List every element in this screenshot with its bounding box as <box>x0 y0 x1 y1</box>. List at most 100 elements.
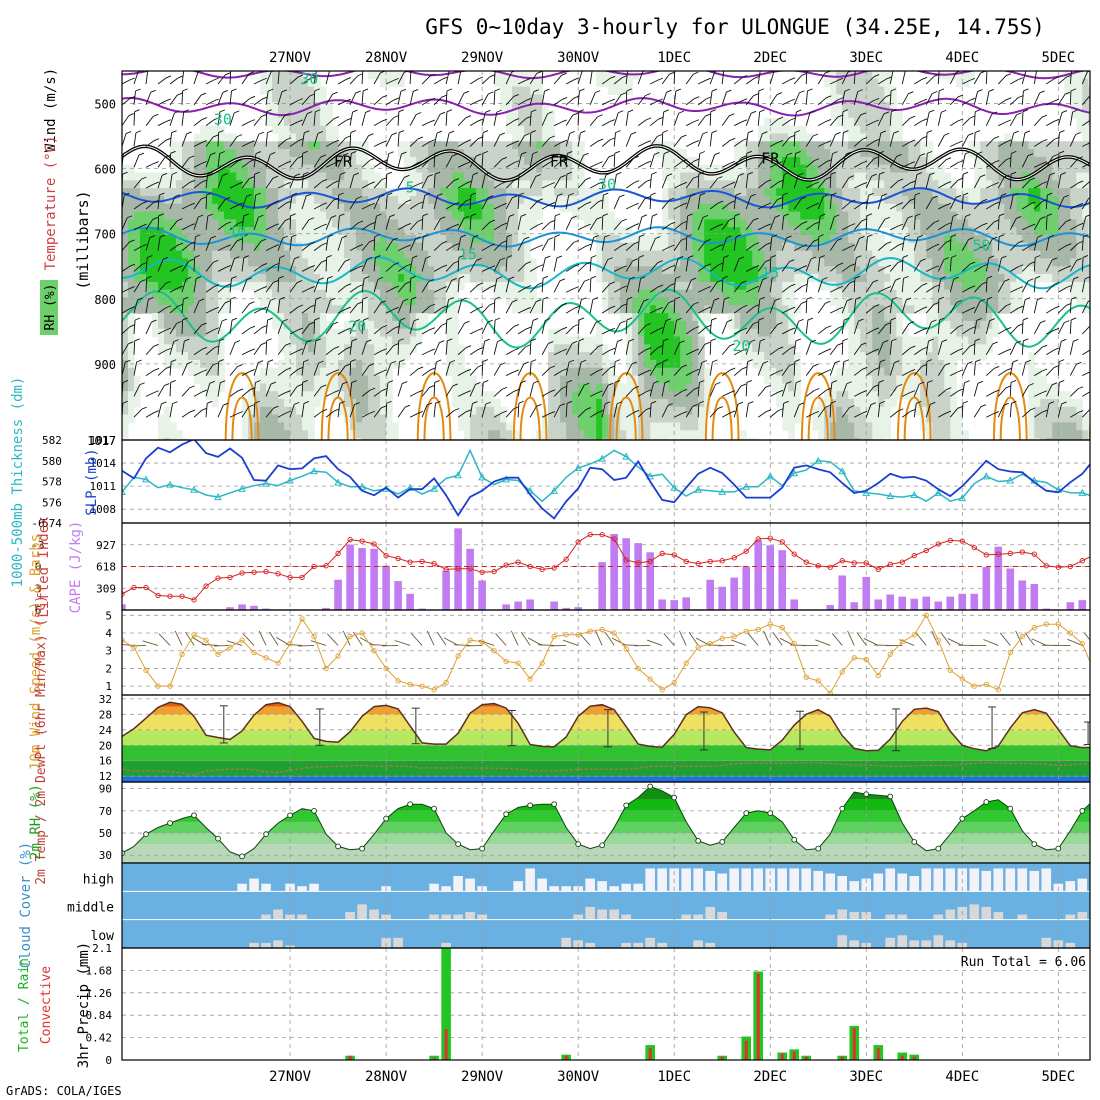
rh-cell <box>818 188 825 197</box>
rh-cell <box>752 172 759 181</box>
rh-cell <box>524 117 531 127</box>
rh-cell <box>332 250 339 260</box>
rh-cell <box>122 219 129 228</box>
rh-cell <box>650 399 657 408</box>
rh-cell <box>998 211 1005 220</box>
rh-cell <box>404 289 411 299</box>
rh-cell <box>302 430 309 439</box>
rh-cell <box>134 375 141 384</box>
rh-cell <box>260 274 267 283</box>
rh-cell <box>722 250 729 260</box>
rh-cell <box>338 149 345 158</box>
rh-cell <box>1070 71 1077 80</box>
rh-cell <box>680 227 687 236</box>
rh-cell <box>872 195 879 205</box>
rh-cell <box>764 266 771 275</box>
rh-cell <box>926 149 933 158</box>
rh-cell <box>536 203 543 213</box>
rh-cell <box>914 149 921 158</box>
rh-cell <box>788 141 795 150</box>
rh-cell <box>506 250 513 260</box>
rh-cell <box>632 235 639 244</box>
rh-cell <box>626 227 633 236</box>
rh-cell <box>836 227 843 236</box>
rh-cell <box>458 258 465 267</box>
rh-cell <box>248 235 255 244</box>
rh-cell <box>170 250 177 260</box>
rh-cell <box>278 235 285 244</box>
rh-cell <box>956 336 963 345</box>
rh-cell <box>1046 266 1053 275</box>
rh-cell <box>452 219 459 228</box>
rh-cell <box>308 367 315 377</box>
rh-cell <box>896 344 903 353</box>
rh-cell <box>944 336 951 345</box>
rh-cell <box>464 438 471 440</box>
rh-cell <box>644 422 651 431</box>
rh-cell <box>188 156 195 166</box>
rh-cell <box>842 235 849 244</box>
rh-cell <box>326 195 333 205</box>
rh-cell <box>1040 274 1047 283</box>
rh-cell <box>398 195 405 205</box>
rh-cell <box>350 250 357 260</box>
rh-cell <box>818 414 825 424</box>
rh-cell <box>566 180 573 189</box>
rh-cell <box>638 320 645 330</box>
rh-cell <box>686 383 693 392</box>
rh-cell <box>488 399 495 408</box>
rh-cell <box>416 219 423 228</box>
rh-cell <box>956 250 963 260</box>
rh-cell <box>854 430 861 439</box>
rh-cell <box>452 383 459 392</box>
rh-cell <box>794 203 801 213</box>
rh-cell <box>278 438 285 440</box>
rh-cell <box>596 320 603 330</box>
rh-cell <box>668 180 675 189</box>
rh-cell <box>302 133 309 142</box>
rh-cell <box>182 297 189 306</box>
rh-cell <box>212 297 219 306</box>
rh-cell <box>524 110 531 119</box>
rh-cell <box>788 399 795 408</box>
rh-cell <box>1022 219 1029 228</box>
rh-cell <box>548 188 555 197</box>
rh-cell <box>764 125 771 135</box>
rh-cell <box>1076 258 1083 267</box>
rh-cell <box>140 289 147 299</box>
rh-cell <box>740 172 747 181</box>
rh-cell <box>758 211 765 220</box>
rh-cell <box>830 195 837 205</box>
rh-cell <box>902 305 909 314</box>
rh-cell <box>662 203 669 213</box>
rh-cell <box>266 211 273 220</box>
rh-cell <box>230 242 237 252</box>
rh-cell <box>512 266 519 275</box>
rh-cell <box>980 219 987 228</box>
rh-cell <box>416 149 423 158</box>
rh-cell <box>386 235 393 244</box>
rh-cell <box>692 211 699 220</box>
rh-cell <box>788 266 795 275</box>
rh-cell <box>410 313 417 322</box>
rh-cell <box>584 344 591 353</box>
rh-cell <box>932 336 939 345</box>
rh-cell <box>566 422 573 431</box>
rh-cell <box>272 219 279 228</box>
rh-cell <box>302 227 309 236</box>
rh-cell <box>266 102 273 111</box>
rh-cell <box>830 391 837 400</box>
rh-cell <box>452 344 459 353</box>
rh-cell <box>1034 414 1041 424</box>
rh-cell <box>668 203 675 213</box>
rh-cell <box>1046 383 1053 392</box>
rh-cell <box>602 219 609 228</box>
rh-cell <box>1034 274 1041 283</box>
rh-cell <box>548 414 555 424</box>
rh-cell <box>680 344 687 353</box>
rh-cell <box>134 305 141 314</box>
rh-cell <box>818 266 825 275</box>
rh-cell <box>902 250 909 260</box>
rh-cell <box>500 164 507 174</box>
rh-cell <box>422 180 429 189</box>
